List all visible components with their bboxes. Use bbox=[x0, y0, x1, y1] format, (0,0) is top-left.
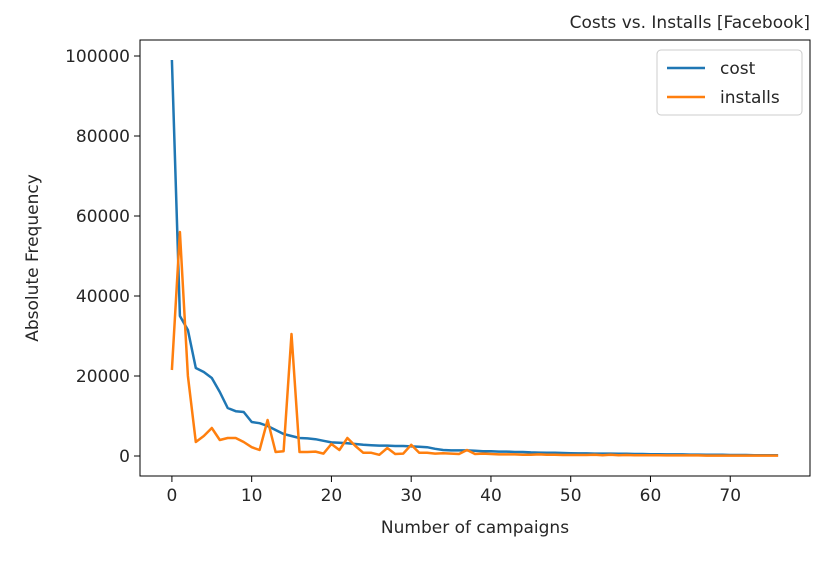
x-tick-label: 70 bbox=[719, 486, 741, 506]
chart-title: Costs vs. Installs [Facebook] bbox=[570, 13, 810, 33]
x-tick-label: 60 bbox=[640, 486, 662, 506]
x-tick-label: 40 bbox=[480, 486, 502, 506]
legend-label-installs: installs bbox=[720, 88, 780, 108]
x-tick-label: 50 bbox=[560, 486, 582, 506]
y-tick-label: 40000 bbox=[76, 287, 130, 307]
y-tick-label: 20000 bbox=[76, 367, 130, 387]
x-tick-label: 0 bbox=[166, 486, 177, 506]
x-axis-label: Number of campaigns bbox=[381, 518, 569, 538]
series-line-installs bbox=[170, 230, 779, 457]
y-axis: 0 20000 40000 60000 80000 100000 bbox=[65, 47, 140, 467]
y-tick-label: 80000 bbox=[76, 127, 130, 147]
x-tick-label: 30 bbox=[400, 486, 422, 506]
x-tick-label: 20 bbox=[321, 486, 343, 506]
legend: cost installs bbox=[656, 49, 803, 116]
x-tick-label: 10 bbox=[241, 486, 263, 506]
y-axis-label: Absolute Frequency bbox=[23, 174, 43, 342]
y-tick-label: 0 bbox=[119, 447, 130, 467]
x-axis: 0 10 20 30 40 50 60 70 bbox=[166, 476, 741, 506]
y-tick-label: 100000 bbox=[65, 47, 130, 67]
legend-box bbox=[656, 49, 803, 116]
series-lines bbox=[170, 59, 779, 457]
legend-label-cost: cost bbox=[720, 59, 756, 79]
y-tick-label: 60000 bbox=[76, 207, 130, 227]
